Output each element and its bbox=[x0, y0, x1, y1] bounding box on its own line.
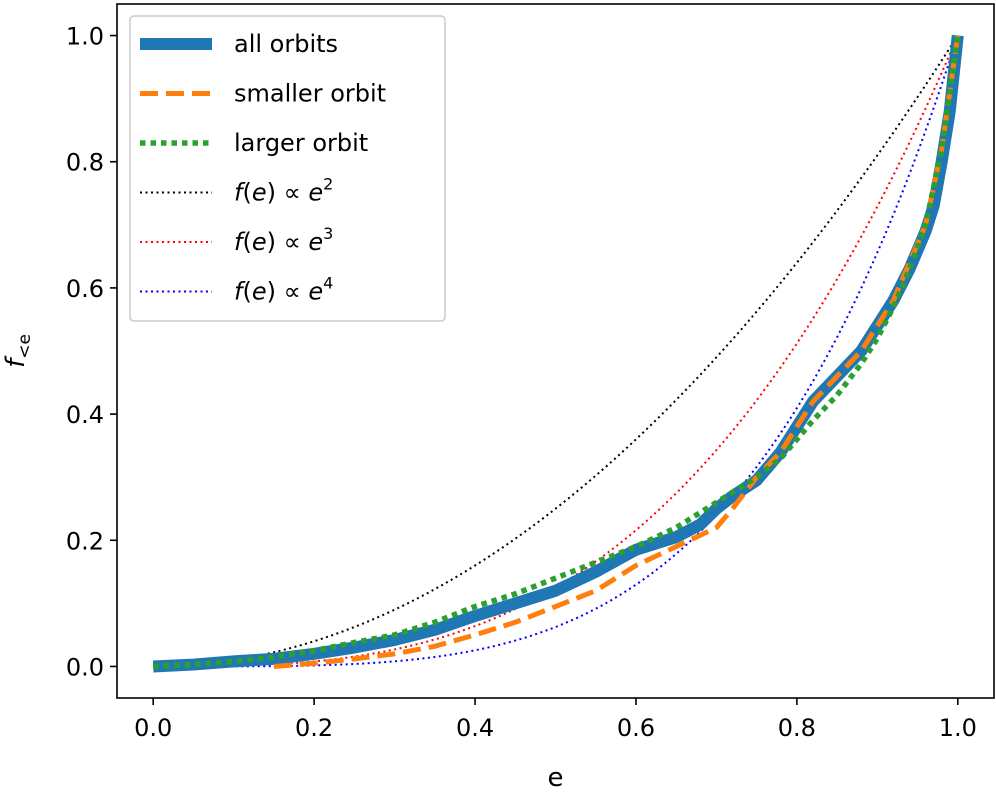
y-tick-label: 1.0 bbox=[66, 23, 104, 51]
legend-label: all orbits bbox=[234, 30, 338, 58]
legend-entry-all-orbits: all orbits bbox=[140, 30, 338, 58]
legend-label: smaller orbit bbox=[234, 80, 386, 108]
series-line-smaller-orbit bbox=[273, 35, 961, 669]
legend-label: f(e) ∝ e3 bbox=[234, 224, 333, 256]
x-tick-label: 1.0 bbox=[939, 714, 977, 742]
plot-layer bbox=[152, 34, 964, 673]
x-tick-label: 0.4 bbox=[456, 714, 494, 742]
legend-entry-power-2: f(e) ∝ e2 bbox=[140, 175, 333, 207]
y-tick-label: 0.0 bbox=[66, 653, 104, 681]
legend-entry-smaller-orbit: smaller orbit bbox=[140, 80, 386, 108]
legend: all orbits smaller orbit larger orbit f(e) … bbox=[129, 15, 446, 322]
legend-label: f(e) ∝ e2 bbox=[234, 175, 333, 207]
x-tick-label: 0.2 bbox=[295, 714, 333, 742]
x-tick-label: 0.8 bbox=[778, 714, 816, 742]
series-line-power-2 bbox=[153, 35, 959, 668]
legend-label: f(e) ∝ e4 bbox=[234, 274, 333, 306]
legend-label: larger orbit bbox=[234, 129, 368, 157]
x-tick-label: 0.6 bbox=[617, 714, 655, 742]
x-tick-label: 0.0 bbox=[134, 714, 172, 742]
axes-layer: 0.0 0.2 0.4 0.6 0.8 1.0 0.0 0.2 0.4 0.6 0.8 1.0 e f<e bbox=[1, 3, 995, 793]
legend-box bbox=[129, 15, 446, 322]
axes-frame bbox=[116, 3, 995, 699]
x-axis-label: e bbox=[548, 763, 564, 793]
legend-entry-power-4: f(e) ∝ e4 bbox=[140, 274, 333, 306]
y-tick-label: 0.6 bbox=[66, 275, 104, 303]
legend-entry-larger-orbit: larger orbit bbox=[140, 129, 368, 157]
y-axis-label: f<e bbox=[1, 334, 35, 368]
y-tick-label: 0.4 bbox=[66, 401, 104, 429]
y-tick-label: 0.8 bbox=[66, 149, 104, 177]
y-tick-label: 0.2 bbox=[66, 527, 104, 555]
legend-entry-power-3: f(e) ∝ e3 bbox=[140, 224, 333, 256]
